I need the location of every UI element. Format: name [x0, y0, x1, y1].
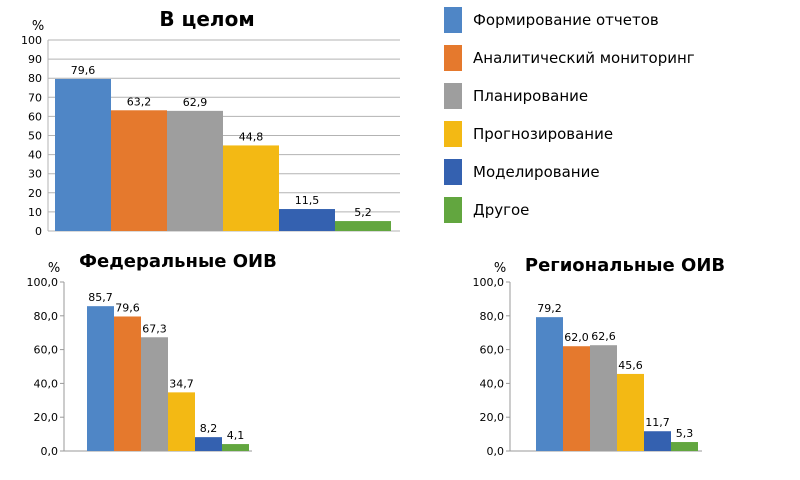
bar-3 — [141, 337, 168, 451]
y-tick-label: 10 — [28, 206, 42, 219]
data-label: 5,2 — [354, 206, 372, 219]
y-tick-label: 80,0 — [34, 310, 59, 323]
data-label: 45,6 — [618, 359, 643, 372]
legend-item: Другое — [444, 197, 529, 223]
bar-1 — [536, 317, 563, 451]
data-label: 62,0 — [564, 331, 589, 344]
y-tick-label: 0,0 — [41, 445, 59, 458]
data-label: 79,6 — [115, 301, 140, 314]
chart-title: Федеральные ОИВ — [79, 251, 277, 272]
chart-title: В целом — [159, 7, 254, 31]
data-label: 8,2 — [200, 422, 218, 435]
y-axis-unit: % — [48, 261, 60, 276]
bar-5 — [279, 209, 335, 231]
chart-title: Региональные ОИВ — [525, 255, 725, 276]
chart-overall: В целом% 0 10 20 30 40 50 60 70 80 90 100 79,6 63,2 62… — [21, 7, 400, 238]
legend-swatch — [444, 83, 462, 109]
y-tick-label: 40 — [28, 149, 42, 162]
data-label: 79,2 — [537, 302, 562, 315]
legend-item: Моделирование — [444, 159, 600, 185]
y-tick-label: 0 — [35, 225, 42, 238]
y-tick-label: 60 — [28, 110, 42, 123]
bar-5 — [195, 437, 222, 451]
legend-swatch — [444, 197, 462, 223]
y-tick-label: 0,0 — [487, 445, 505, 458]
y-tick-label: 30 — [28, 168, 42, 181]
bar-2 — [114, 316, 141, 451]
bar-6 — [671, 442, 698, 451]
bar-3 — [590, 345, 617, 451]
y-tick-label: 60,0 — [34, 344, 59, 357]
y-tick-label: 40,0 — [34, 377, 59, 390]
bar-4 — [223, 145, 279, 231]
data-label: 63,2 — [127, 95, 152, 108]
legend-label: Моделирование — [473, 163, 600, 181]
y-axis-unit: % — [494, 261, 506, 276]
bar-6 — [335, 221, 391, 231]
data-label: 11,5 — [295, 194, 320, 207]
data-label: 67,3 — [142, 322, 167, 335]
bar-6 — [222, 444, 249, 451]
y-tick-label: 40,0 — [480, 377, 505, 390]
legend-swatch — [444, 159, 462, 185]
legend-item: Планирование — [444, 83, 588, 109]
legend-item: Аналитический мониторинг — [444, 45, 695, 71]
y-tick-label: 70 — [28, 91, 42, 104]
bar-1 — [87, 306, 114, 451]
legend: Формирование отчетов Аналитический монито… — [444, 7, 695, 223]
bar-4 — [168, 392, 195, 451]
data-label: 34,7 — [169, 377, 194, 390]
legend-item: Прогнозирование — [444, 121, 613, 147]
data-label: 62,6 — [591, 330, 616, 343]
bar-4 — [617, 373, 644, 451]
chart-regional: Региональные ОИВ% 0,0 20,0 40,0 60,0 80,0 100,… — [473, 255, 726, 458]
legend-label: Другое — [473, 201, 529, 219]
y-tick-label: 100 — [21, 34, 42, 47]
y-axis-unit: % — [32, 19, 44, 34]
chart-federal: Федеральные ОИВ% 0,0 20,0 40,0 60,0 80,0 100,0… — [27, 251, 277, 458]
bar-5 — [644, 431, 671, 451]
legend-label: Планирование — [473, 87, 588, 105]
y-tick-label: 80,0 — [480, 310, 505, 323]
data-label: 79,6 — [71, 64, 96, 77]
bar-1 — [55, 78, 111, 232]
data-label: 85,7 — [88, 291, 113, 304]
data-label: 4,1 — [227, 429, 245, 442]
y-tick-label: 80 — [28, 72, 42, 85]
legend-label: Аналитический мониторинг — [473, 49, 695, 67]
y-tick-label: 60,0 — [480, 344, 505, 357]
y-tick-label: 20 — [28, 187, 42, 200]
legend-label: Формирование отчетов — [473, 11, 659, 29]
bar-3 — [167, 110, 223, 231]
data-label: 44,8 — [239, 130, 264, 143]
legend-label: Прогнозирование — [473, 125, 613, 143]
bar-2 — [111, 110, 167, 231]
y-tick-label: 20,0 — [34, 411, 59, 424]
legend-swatch — [444, 7, 462, 33]
y-tick-label: 90 — [28, 53, 42, 66]
data-label: 62,9 — [183, 96, 208, 109]
y-tick-label: 50 — [28, 130, 42, 143]
data-label: 11,7 — [645, 416, 670, 429]
y-tick-label: 100,0 — [473, 276, 505, 289]
data-label: 5,3 — [676, 427, 694, 440]
y-tick-label: 100,0 — [27, 276, 59, 289]
legend-swatch — [444, 45, 462, 71]
legend-item: Формирование отчетов — [444, 7, 659, 33]
y-tick-label: 20,0 — [480, 411, 505, 424]
bar-2 — [563, 346, 590, 451]
legend-swatch — [444, 121, 462, 147]
